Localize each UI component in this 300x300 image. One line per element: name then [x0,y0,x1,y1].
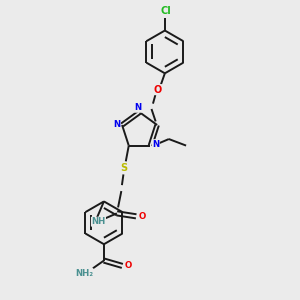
Text: O: O [139,212,146,221]
Text: O: O [153,85,162,95]
Text: NH: NH [91,217,106,226]
Text: NH₂: NH₂ [75,269,93,278]
Text: S: S [121,163,128,173]
Text: O: O [125,261,132,270]
Text: N: N [113,121,120,130]
Text: Cl: Cl [161,7,172,16]
Text: N: N [152,140,159,148]
Text: N: N [134,103,142,112]
